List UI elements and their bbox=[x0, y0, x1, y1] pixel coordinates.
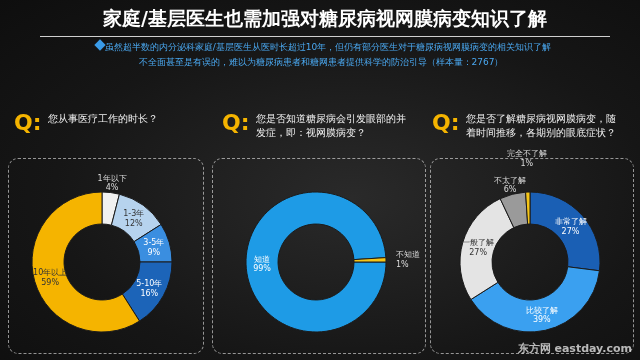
svg-text:不知道1%: 不知道1% bbox=[396, 250, 420, 269]
html-text:您是否了解糖尿病视网膜病变，随着时间推移，各期别的眼底症状？: 您是否了解糖尿病视网膜病变，随着时间推移，各期别的眼底症状？ bbox=[466, 113, 616, 138]
svg-text:5-10年16%: 5-10年16% bbox=[136, 279, 162, 298]
html-text:您是否知道糖尿病会引发眼部的并发症，即：视网膜病变？: 您是否知道糖尿病会引发眼部的并发症，即：视网膜病变？ bbox=[256, 113, 406, 138]
svg-text:知道99%: 知道99% bbox=[253, 255, 271, 274]
svg-text:比较了解39%: 比较了解39% bbox=[526, 306, 558, 325]
svg-text:一般了解27%: 一般了解27% bbox=[462, 238, 494, 257]
html-text:您从事医疗工作的时长？: 您从事医疗工作的时长？ bbox=[48, 113, 158, 124]
html-text:虽然超半数的内分泌科家庭/基层医生从医时长超过10年，但仍有: 虽然超半数的内分泌科家庭/基层医生从医时长超过10年，但仍有部分医生对于糖尿病视… bbox=[104, 42, 552, 67]
svg-text:不太了解6%: 不太了解6% bbox=[494, 176, 526, 195]
svg-text:10年以上59%: 10年以上59% bbox=[33, 268, 67, 287]
html-text:东方网 eastday.com: 东方网 eastday.com bbox=[517, 342, 632, 355]
svg-text:完全不了解1%: 完全不了解1% bbox=[507, 149, 547, 168]
html-text:Q:: Q: bbox=[432, 110, 460, 135]
svg-text:1-3年12%: 1-3年12% bbox=[123, 209, 144, 228]
svg-text:3-5年9%: 3-5年9% bbox=[143, 238, 164, 257]
html-text:Q:: Q: bbox=[14, 110, 42, 135]
html-text:家庭/基层医生也需加强对糖尿病视网膜病变知识了解: 家庭/基层医生也需加强对糖尿病视网膜病变知识了解 bbox=[103, 7, 547, 29]
svg-text:1年以下4%: 1年以下4% bbox=[97, 174, 126, 193]
svg-text:非常了解27%: 非常了解27% bbox=[555, 217, 587, 236]
html-text:Q:: Q: bbox=[222, 110, 250, 135]
